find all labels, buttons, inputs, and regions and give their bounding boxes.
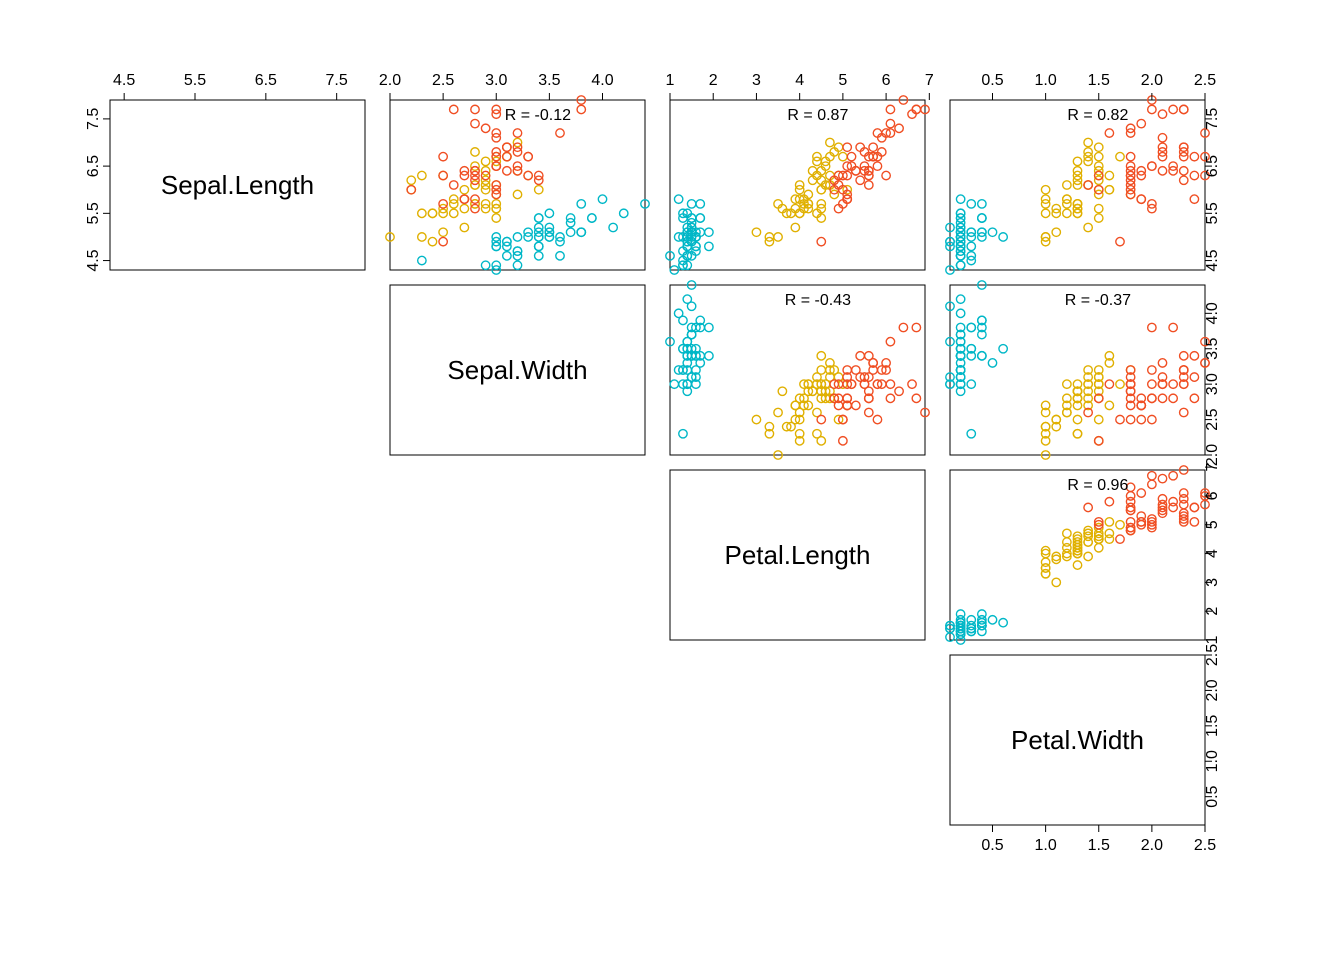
svg-text:5.5: 5.5 — [85, 202, 102, 224]
svg-text:0.5: 0.5 — [981, 72, 1003, 89]
svg-text:6.5: 6.5 — [85, 155, 102, 177]
svg-text:7: 7 — [1204, 463, 1221, 472]
svg-text:2.5: 2.5 — [1204, 644, 1221, 666]
scatterplot-matrix: Sepal.Length R = -0.12 R = 0.87 R = 0.82 Sep… — [0, 0, 1344, 960]
svg-text:5.5: 5.5 — [1204, 202, 1221, 224]
svg-text:2.0: 2.0 — [1141, 72, 1163, 89]
panel-1-1: Sepal.Width — [390, 285, 645, 455]
panel-2-2: Petal.Length — [670, 470, 925, 640]
svg-text:5: 5 — [1204, 520, 1221, 529]
svg-text:2.0: 2.0 — [1141, 837, 1163, 854]
svg-text:3.5: 3.5 — [538, 72, 560, 89]
svg-text:1.5: 1.5 — [1088, 72, 1110, 89]
svg-text:5: 5 — [838, 72, 847, 89]
svg-text:2: 2 — [1204, 607, 1221, 616]
diag-label: Petal.Width — [1011, 725, 1144, 755]
svg-text:2.0: 2.0 — [1204, 679, 1221, 701]
svg-text:3.0: 3.0 — [1204, 373, 1221, 395]
svg-text:1.0: 1.0 — [1035, 72, 1057, 89]
svg-text:7: 7 — [925, 72, 934, 89]
panel-3-3: Petal.Width — [950, 655, 1205, 825]
svg-text:4: 4 — [795, 72, 804, 89]
svg-text:0.5: 0.5 — [981, 837, 1003, 854]
svg-text:2.5: 2.5 — [1194, 837, 1216, 854]
svg-text:6.5: 6.5 — [1204, 155, 1221, 177]
svg-text:7.5: 7.5 — [326, 72, 348, 89]
corr-label: R = 0.96 — [1067, 477, 1128, 494]
panel-2-3: R = 0.96 — [946, 466, 1209, 644]
diag-label: Sepal.Length — [161, 170, 314, 200]
svg-text:1: 1 — [666, 72, 675, 89]
svg-text:1: 1 — [1204, 635, 1221, 644]
corr-label: R = 0.82 — [1067, 107, 1128, 124]
svg-text:4: 4 — [1204, 549, 1221, 558]
svg-text:5.5: 5.5 — [184, 72, 206, 89]
svg-text:3.0: 3.0 — [485, 72, 507, 89]
svg-text:0.5: 0.5 — [1204, 785, 1221, 807]
svg-text:6: 6 — [1204, 491, 1221, 500]
panel-1-3: R = -0.37 — [946, 281, 1209, 459]
svg-text:4.5: 4.5 — [85, 249, 102, 271]
corr-label: R = -0.12 — [505, 107, 571, 124]
svg-text:3: 3 — [752, 72, 761, 89]
svg-text:1.5: 1.5 — [1088, 837, 1110, 854]
svg-text:6: 6 — [882, 72, 891, 89]
svg-text:2.0: 2.0 — [379, 72, 401, 89]
corr-label: R = -0.43 — [785, 292, 851, 309]
svg-text:4.0: 4.0 — [591, 72, 613, 89]
svg-text:4.5: 4.5 — [113, 72, 135, 89]
panel-0-3: R = 0.82 — [946, 96, 1209, 274]
corr-label: R = -0.37 — [1065, 292, 1131, 309]
svg-text:2: 2 — [709, 72, 718, 89]
panel-0-2: R = 0.87 — [666, 96, 929, 274]
svg-text:1.5: 1.5 — [1204, 715, 1221, 737]
panel-0-0: Sepal.Length — [110, 100, 365, 270]
svg-text:7.5: 7.5 — [1204, 108, 1221, 130]
svg-text:4.5: 4.5 — [1204, 249, 1221, 271]
svg-text:2.5: 2.5 — [1204, 408, 1221, 430]
svg-text:1.0: 1.0 — [1204, 750, 1221, 772]
diag-label: Sepal.Width — [447, 355, 587, 385]
svg-text:7.5: 7.5 — [85, 108, 102, 130]
diag-label: Petal.Length — [724, 540, 870, 570]
svg-text:3: 3 — [1204, 578, 1221, 587]
panel-1-2: R = -0.43 — [666, 281, 929, 459]
svg-text:2.5: 2.5 — [1194, 72, 1216, 89]
corr-label: R = 0.87 — [787, 107, 848, 124]
panel-0-1: R = -0.12 — [386, 96, 649, 274]
svg-text:3.5: 3.5 — [1204, 338, 1221, 360]
svg-text:6.5: 6.5 — [255, 72, 277, 89]
svg-text:2.5: 2.5 — [432, 72, 454, 89]
svg-text:4.0: 4.0 — [1204, 302, 1221, 324]
svg-text:1.0: 1.0 — [1035, 837, 1057, 854]
